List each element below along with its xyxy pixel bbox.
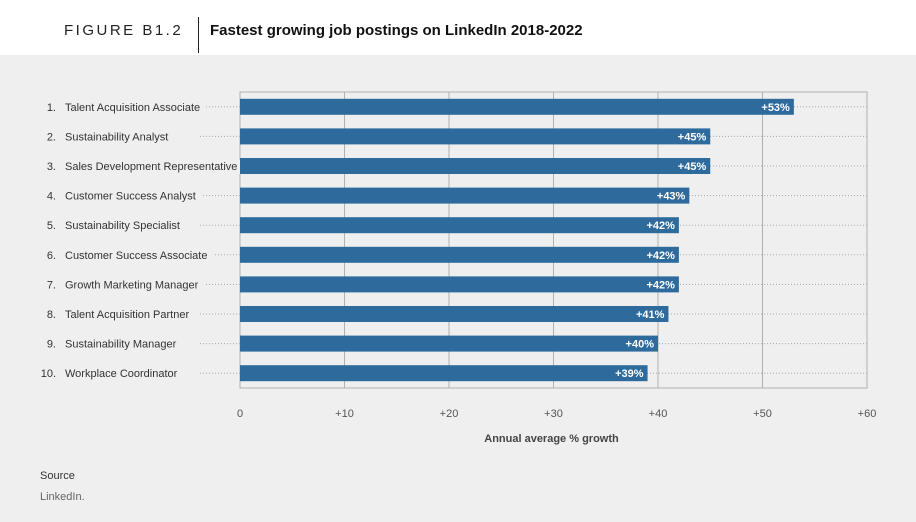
- row-rank: 1.: [47, 102, 56, 114]
- label-background: [63, 189, 202, 204]
- category-label: Growth Marketing Manager: [65, 279, 199, 291]
- row-rank: 8.: [47, 309, 56, 321]
- bar-value-label: +45%: [678, 161, 707, 173]
- category-label: Sustainability Manager: [65, 339, 177, 351]
- category-label: Talent Acquisition Associate: [65, 102, 200, 114]
- bar: [240, 306, 669, 322]
- bar: [240, 98, 794, 115]
- bar-value-label: +43%: [657, 191, 686, 203]
- category-label: Talent Acquisition Partner: [65, 309, 189, 321]
- source-text: LinkedIn.: [40, 491, 85, 503]
- label-background: [63, 130, 175, 145]
- bar-value-label: +40%: [626, 339, 655, 351]
- bar-value-label: +41%: [636, 309, 665, 321]
- bar: [240, 276, 679, 293]
- x-tick-label: +40: [649, 408, 668, 420]
- x-axis-label: Annual average % growth: [484, 433, 619, 445]
- x-tick-label: +10: [335, 408, 354, 420]
- bar-value-label: +45%: [678, 131, 707, 143]
- category-label: Sales Development Representative: [65, 161, 237, 173]
- label-background: [63, 308, 196, 322]
- x-tick-label: +30: [544, 408, 563, 420]
- label-background: [63, 248, 214, 263]
- bar-value-label: +42%: [646, 220, 675, 232]
- figure-title: Fastest growing job postings on LinkedIn…: [210, 22, 583, 39]
- bar: [240, 365, 648, 382]
- label-background: [63, 278, 205, 293]
- bar-value-label: +53%: [761, 102, 790, 114]
- bar-value-label: +39%: [615, 368, 644, 380]
- figure-label: FIGURE B1.2: [64, 22, 184, 39]
- label-background: [63, 100, 207, 115]
- bar: [240, 217, 679, 234]
- x-tick-label: 0: [237, 408, 243, 420]
- row-rank: 10.: [41, 368, 56, 380]
- category-label: Customer Success Analyst: [65, 191, 196, 203]
- row-rank: 9.: [47, 339, 56, 351]
- label-background: [63, 337, 183, 352]
- bar-value-label: +42%: [646, 279, 675, 291]
- category-label: Workplace Coordinator: [65, 368, 178, 380]
- category-label: Customer Success Associate: [65, 250, 207, 262]
- category-label: Sustainability Analyst: [65, 131, 168, 143]
- bar: [240, 187, 690, 204]
- bar: [240, 158, 711, 174]
- bar: [240, 128, 711, 145]
- row-rank: 3.: [47, 161, 56, 173]
- bar-value-label: +42%: [646, 250, 675, 262]
- figure-header: FIGURE B1.2 Fastest growing job postings…: [0, 0, 916, 55]
- row-rank: 7.: [47, 279, 56, 291]
- row-rank: 2.: [47, 131, 56, 143]
- category-label: Sustainability Specialist: [65, 220, 180, 232]
- row-rank: 4.: [47, 191, 56, 203]
- x-tick-label: +20: [440, 408, 459, 420]
- label-background: [63, 160, 244, 174]
- label-background: [63, 367, 184, 382]
- source-heading: Source: [40, 470, 75, 482]
- label-background: [63, 219, 186, 234]
- row-rank: 5.: [47, 220, 56, 232]
- x-tick-label: +50: [753, 408, 772, 420]
- header-divider: [198, 17, 199, 53]
- x-tick-label: +60: [858, 408, 877, 420]
- bar: [240, 246, 679, 263]
- bar: [240, 335, 658, 352]
- row-rank: 6.: [47, 250, 56, 262]
